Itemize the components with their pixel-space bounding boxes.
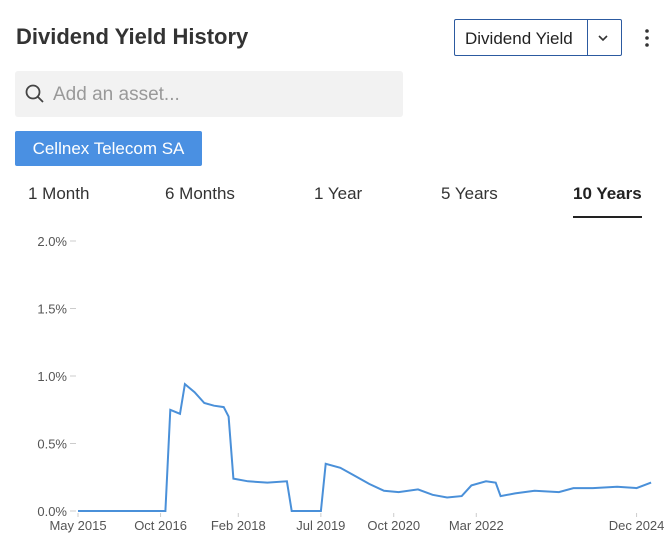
y-tick-label: 2.0% xyxy=(37,234,67,249)
x-tick-label: May 2015 xyxy=(49,518,106,533)
search-icon xyxy=(25,84,44,103)
x-tick-label: Oct 2020 xyxy=(367,518,420,533)
y-tick-label: 0.0% xyxy=(37,504,67,519)
asset-chip[interactable]: Cellnex Telecom SA xyxy=(15,131,202,166)
range-tab[interactable]: 5 Years xyxy=(441,184,498,203)
page-title: Dividend Yield History xyxy=(16,24,249,49)
dropdown-value: Dividend Yield xyxy=(465,29,573,48)
range-tab[interactable]: 6 Months xyxy=(165,184,235,203)
x-tick-label: Mar 2022 xyxy=(449,518,504,533)
y-tick-label: 1.5% xyxy=(37,302,67,317)
range-tab[interactable]: 1 Year xyxy=(314,184,363,203)
more-menu[interactable] xyxy=(642,28,652,48)
x-tick-label: Jul 2019 xyxy=(296,518,345,533)
x-tick-label: Dec 2024 xyxy=(609,518,665,533)
range-tab[interactable]: 10 Years xyxy=(573,184,642,218)
data-line xyxy=(78,382,652,512)
metric-dropdown[interactable]: Dividend Yield xyxy=(454,19,622,56)
asset-search[interactable]: Add an asset... xyxy=(15,71,403,117)
x-tick-label: Feb 2018 xyxy=(211,518,266,533)
chevron-icon xyxy=(598,35,608,42)
y-tick-label: 0.5% xyxy=(37,437,67,452)
search-placeholder: Add an asset... xyxy=(53,84,180,105)
range-tab[interactable]: 1 Month xyxy=(28,184,90,203)
y-tick-label: 1.0% xyxy=(37,369,67,384)
x-tick-label: Oct 2016 xyxy=(134,518,187,533)
